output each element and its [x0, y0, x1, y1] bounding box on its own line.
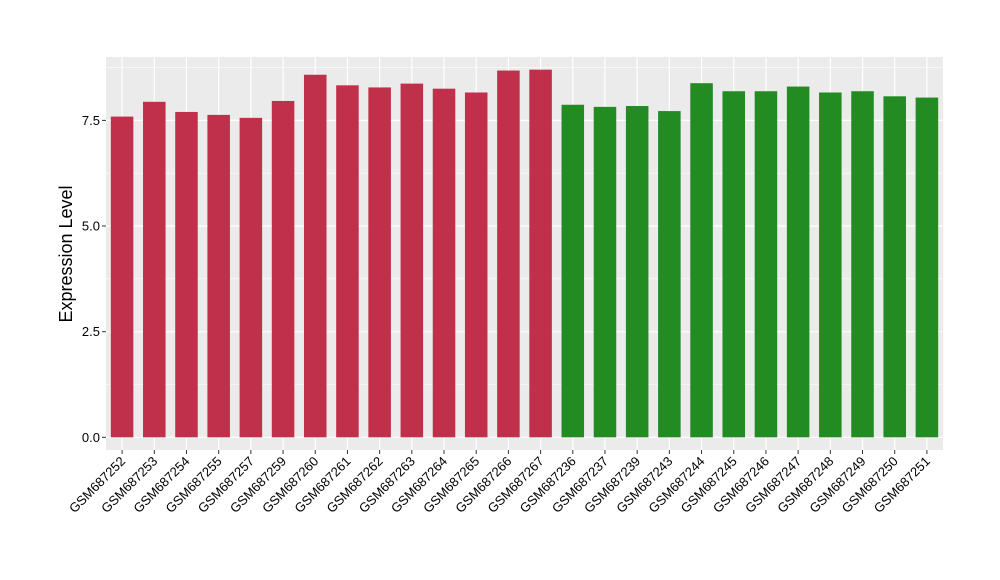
- bar-GSM687248: [819, 92, 842, 438]
- y-tick-label: 5.0: [82, 219, 100, 234]
- bar-series: [110, 69, 939, 438]
- plot-panel: [106, 57, 943, 450]
- bar-GSM687252: [110, 116, 134, 438]
- bar-GSM687250: [883, 96, 906, 438]
- bar-GSM687243: [658, 111, 681, 438]
- bar-GSM687261: [336, 85, 359, 438]
- bar-GSM687255: [207, 114, 230, 438]
- bar-GSM687244: [690, 83, 713, 438]
- bar-GSM687262: [368, 87, 391, 438]
- y-tick-label: 2.5: [82, 324, 100, 339]
- bar-GSM687253: [143, 101, 166, 438]
- bar-GSM687249: [851, 91, 874, 438]
- bar-GSM687246: [754, 91, 778, 438]
- bar-GSM687237: [593, 106, 617, 438]
- y-tick-label: 7.5: [82, 113, 100, 128]
- bar-GSM687266: [497, 70, 520, 438]
- bar-GSM687236: [561, 104, 585, 438]
- bar-GSM687251: [915, 97, 939, 438]
- bar-GSM687259: [271, 100, 295, 438]
- bar-GSM687257: [239, 117, 263, 438]
- y-tick-label: 0.0: [82, 430, 100, 445]
- x-axis-ticks: GSM687252GSM687253GSM687254GSM687255GSM6…: [66, 450, 933, 516]
- bar-GSM687267: [529, 69, 552, 438]
- bar-GSM687239: [625, 106, 649, 438]
- bar-GSM687265: [464, 92, 488, 438]
- bar-GSM687260: [303, 74, 327, 438]
- bar-GSM687254: [175, 111, 198, 438]
- bar-GSM687245: [722, 91, 746, 438]
- bar-GSM687263: [400, 83, 424, 438]
- bar-GSM687264: [432, 88, 456, 438]
- y-axis-ticks: 0.0 2.5 5.0 7.5: [82, 113, 106, 445]
- bar-GSM687247: [786, 86, 810, 438]
- y-axis-title: Expression Level: [56, 185, 76, 322]
